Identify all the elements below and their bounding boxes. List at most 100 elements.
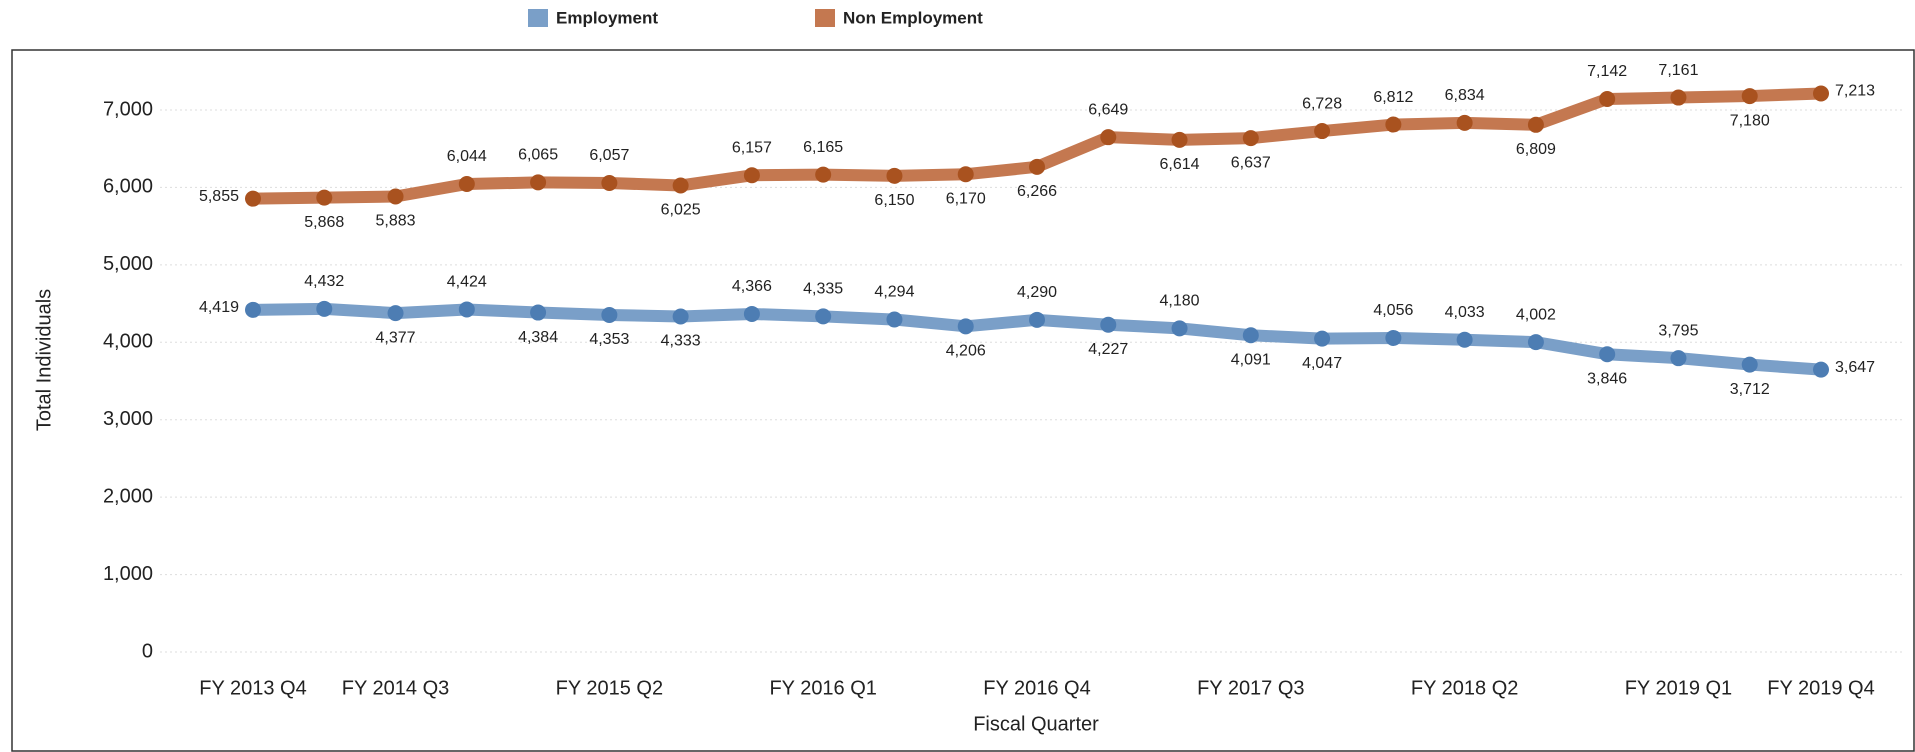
data-label: 6,728: [1302, 95, 1342, 112]
y-tick-label: 2,000: [103, 485, 153, 507]
data-label: 6,157: [732, 139, 772, 156]
marker: [1456, 114, 1473, 131]
data-label: 4,353: [589, 331, 629, 348]
marker: [1741, 356, 1758, 373]
x-tick-label: FY 2015 Q2: [556, 677, 663, 699]
marker: [316, 300, 333, 317]
marker: [1456, 331, 1473, 348]
marker: [1171, 320, 1188, 337]
data-label: 4,335: [803, 281, 843, 298]
marker: [458, 301, 475, 318]
marker: [245, 190, 261, 207]
marker: [1029, 158, 1045, 175]
x-tick-label: FY 2014 Q3: [342, 677, 449, 699]
legend-label: Employment: [556, 8, 658, 27]
x-tick-label: FY 2013 Q4: [199, 677, 306, 699]
data-label: 5,883: [376, 213, 416, 230]
marker: [1171, 131, 1188, 148]
data-label: 6,165: [803, 139, 843, 156]
data-label: 6,809: [1516, 141, 1556, 158]
data-label: 6,044: [447, 148, 487, 165]
marker: [1527, 116, 1544, 133]
data-label: 4,294: [874, 284, 914, 301]
x-axis-title: Fiscal Quarter: [973, 713, 1099, 735]
marker: [1242, 130, 1259, 147]
data-label: 3,647: [1835, 359, 1875, 376]
x-tick-label: FY 2019 Q1: [1625, 677, 1732, 699]
marker: [672, 177, 689, 194]
legend-swatch: [528, 9, 548, 27]
marker: [672, 308, 689, 325]
marker: [1599, 91, 1616, 108]
marker: [1813, 85, 1829, 102]
marker: [316, 189, 333, 206]
data-label: 6,057: [589, 147, 629, 164]
data-label: 6,266: [1017, 183, 1057, 200]
data-label: 6,150: [874, 192, 914, 209]
data-label: 3,712: [1730, 381, 1770, 398]
plot-frame: [11, 49, 1915, 752]
legend-label: Non Employment: [843, 8, 983, 27]
marker: [530, 304, 547, 321]
data-label: 6,812: [1373, 89, 1413, 106]
data-label: 6,025: [661, 202, 701, 219]
data-label: 7,161: [1658, 62, 1698, 79]
data-label: 4,002: [1516, 306, 1556, 323]
marker: [1670, 350, 1687, 367]
marker: [1813, 361, 1829, 378]
marker: [815, 166, 832, 183]
data-label: 4,047: [1302, 355, 1342, 372]
data-label: 5,868: [304, 214, 344, 231]
data-label: 4,432: [304, 273, 344, 290]
data-label: 3,795: [1658, 322, 1698, 339]
marker: [1314, 330, 1331, 347]
legend-swatch: [815, 9, 835, 27]
marker: [886, 311, 903, 328]
marker: [815, 308, 832, 325]
marker: [458, 176, 475, 193]
x-tick-label: FY 2019 Q4: [1767, 677, 1874, 699]
marker: [743, 167, 760, 184]
data-label: 6,170: [946, 190, 986, 207]
x-tick-label: FY 2016 Q1: [769, 677, 876, 699]
data-label: 6,065: [518, 147, 558, 164]
marker: [1100, 129, 1117, 146]
y-tick-label: 5,000: [103, 253, 153, 275]
marker: [245, 301, 261, 318]
data-label: 4,033: [1445, 304, 1485, 321]
marker: [1242, 327, 1259, 344]
marker: [387, 305, 404, 322]
data-label: 4,419: [199, 299, 239, 316]
y-tick-label: 6,000: [103, 176, 153, 198]
data-label: 4,180: [1160, 293, 1200, 310]
y-tick-label: 0: [142, 640, 153, 662]
data-label: 6,637: [1231, 154, 1271, 171]
x-tick-label: FY 2017 Q3: [1197, 677, 1304, 699]
data-label: 3,846: [1587, 370, 1627, 387]
data-label: 4,056: [1373, 302, 1413, 319]
marker: [1029, 311, 1045, 328]
data-label: 5,855: [199, 188, 239, 205]
marker: [1100, 316, 1117, 333]
marker: [743, 305, 760, 322]
marker: [957, 318, 974, 335]
data-label: 7,142: [1587, 63, 1627, 80]
marker: [1314, 123, 1331, 140]
marker: [387, 188, 404, 205]
data-label: 7,213: [1835, 83, 1875, 100]
data-label: 4,384: [518, 329, 558, 346]
data-label: 4,290: [1017, 284, 1057, 301]
data-label: 4,091: [1231, 351, 1271, 368]
data-label: 6,834: [1445, 87, 1485, 104]
y-tick-label: 7,000: [103, 98, 153, 120]
data-label: 4,424: [447, 274, 487, 291]
marker: [601, 175, 618, 192]
data-label: 4,366: [732, 278, 772, 295]
data-label: 4,206: [946, 343, 986, 360]
data-label: 4,227: [1088, 341, 1128, 358]
data-label: 7,180: [1730, 112, 1770, 129]
y-tick-label: 4,000: [103, 331, 153, 353]
marker: [1385, 116, 1402, 133]
x-tick-label: FY 2018 Q2: [1411, 677, 1518, 699]
data-label: 6,649: [1088, 101, 1128, 118]
